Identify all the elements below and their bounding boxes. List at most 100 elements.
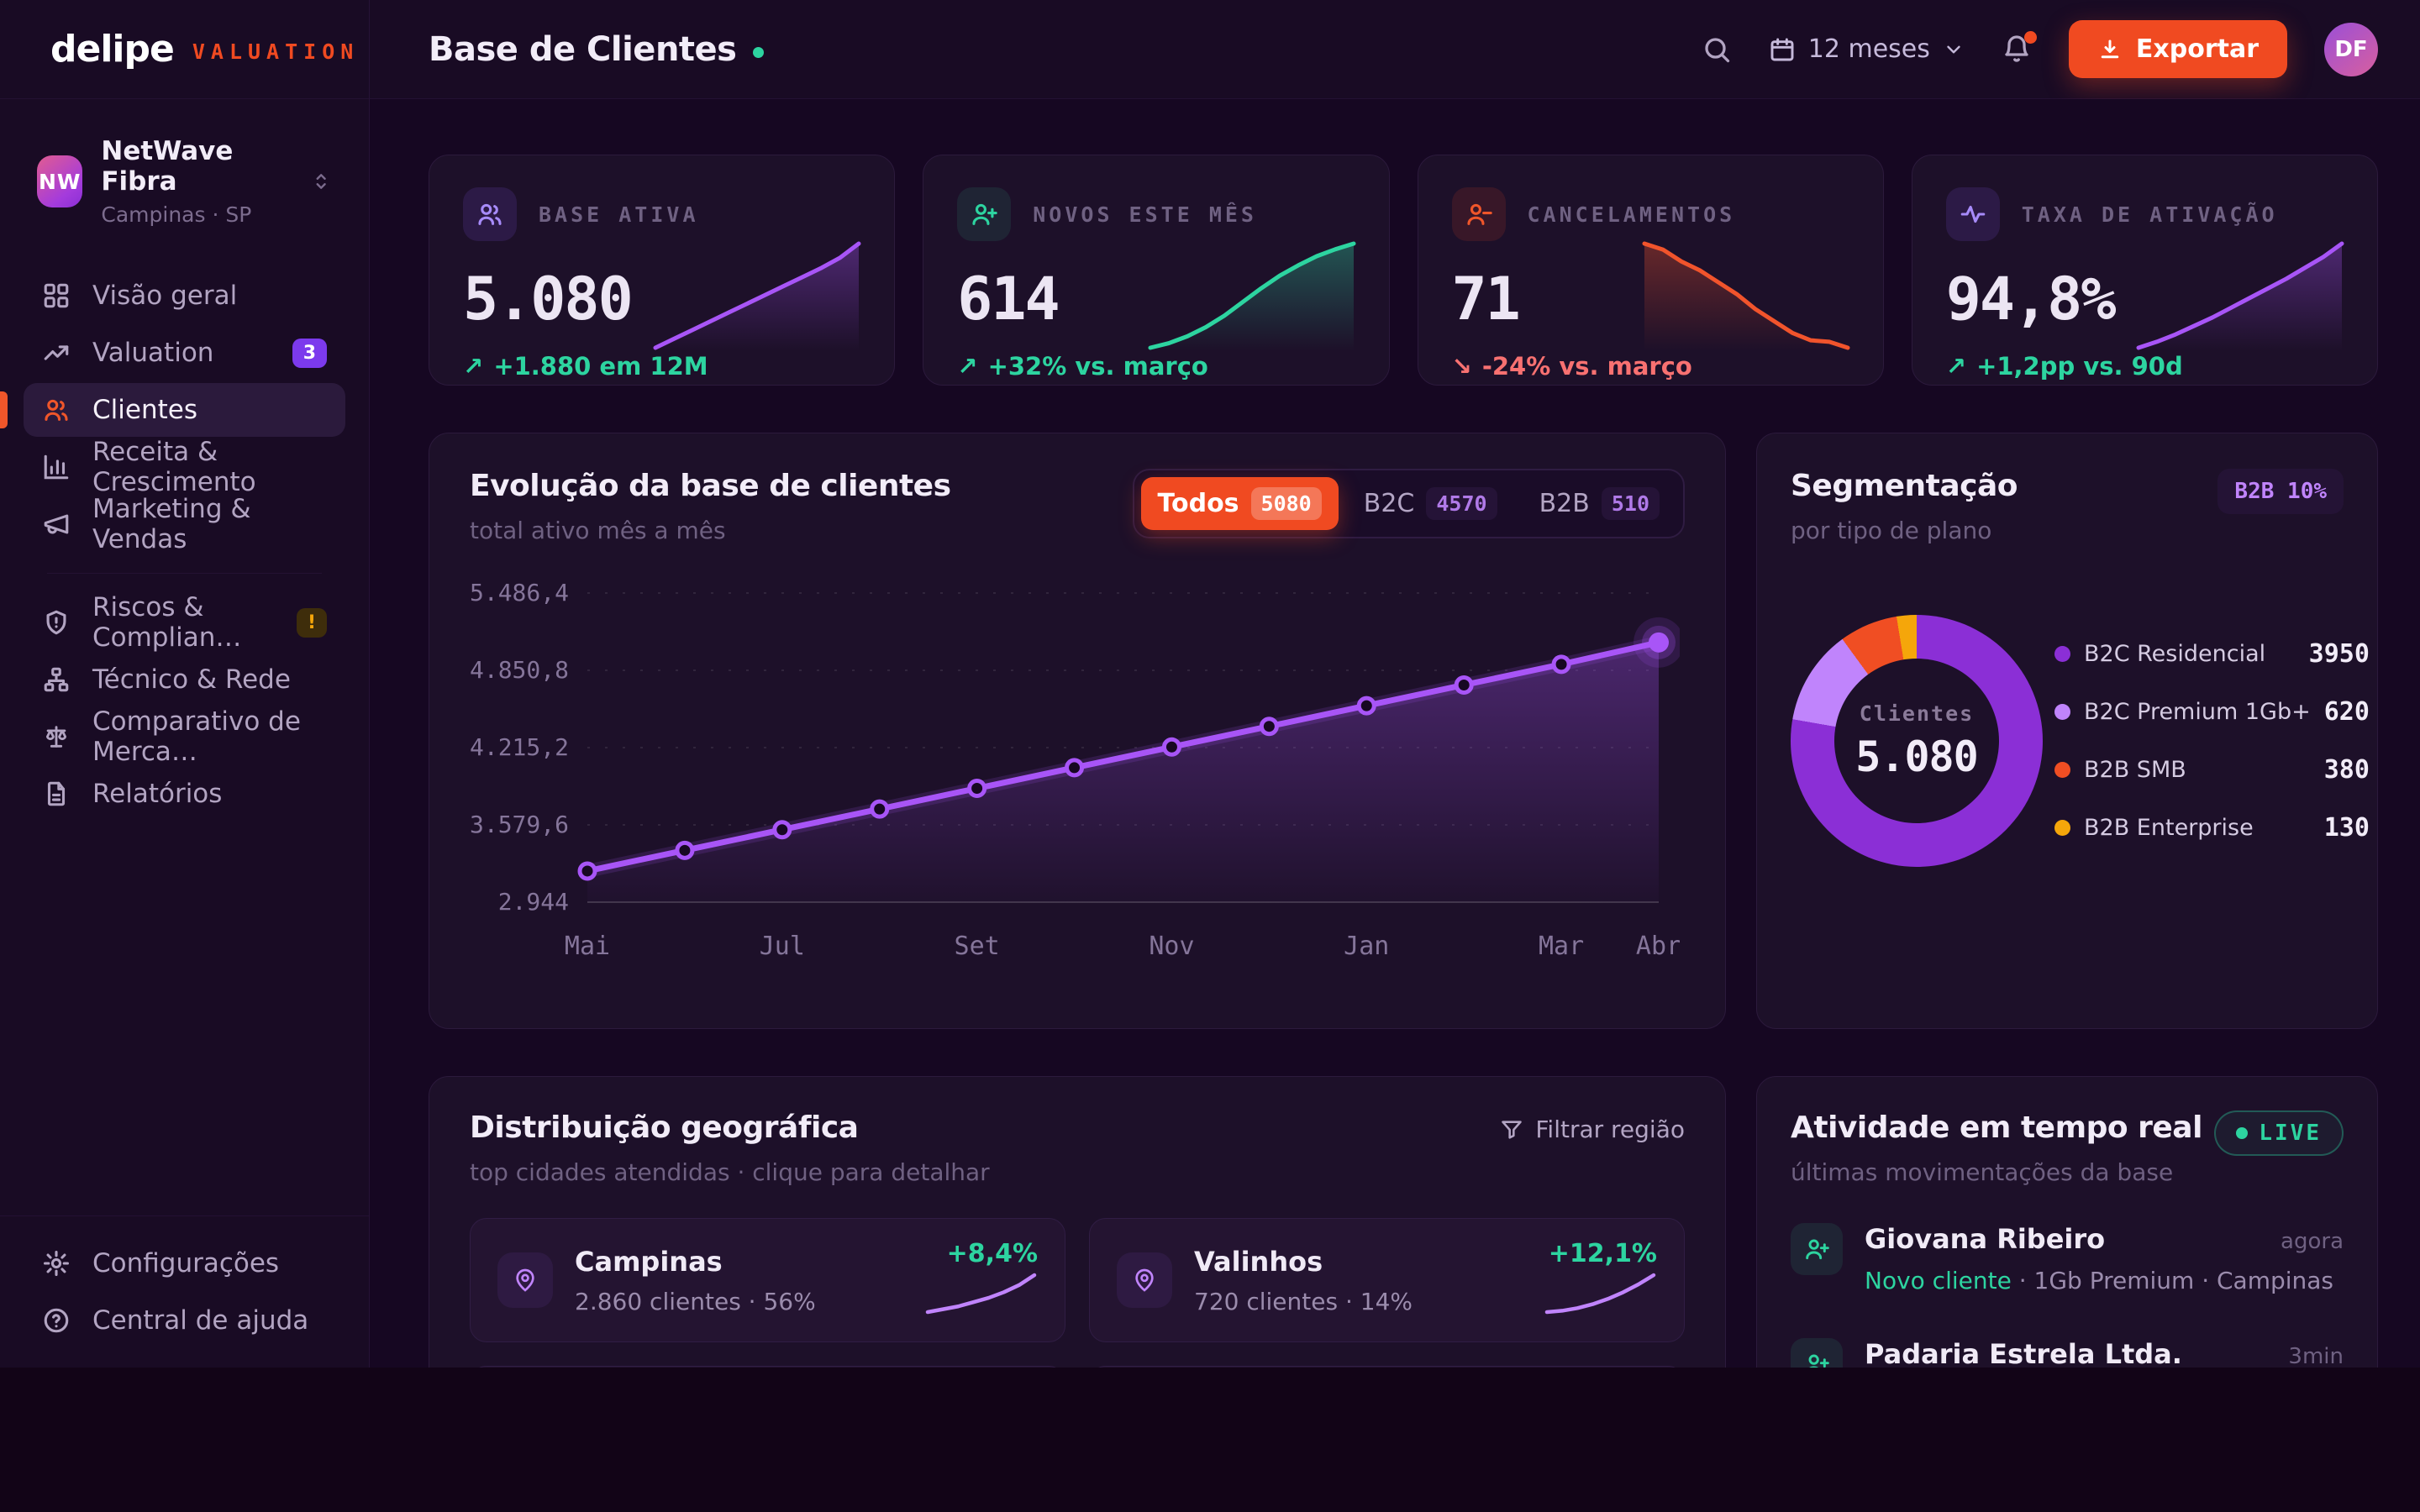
realtime-activity-panel: Atividade em tempo real últimas moviment… <box>1756 1076 2378 1368</box>
segmentation-title: Segmentação <box>1791 469 2018 503</box>
city-card-paulinia[interactable]: Paulínia +6,2% <box>1089 1366 1685 1368</box>
app-window: delipe VALUATION NW NetWave Fibra Campin… <box>0 0 2420 1368</box>
period-value: 12 meses <box>1807 34 1930 64</box>
kpi-label: NOVOS ESTE MÊS <box>1033 202 1257 227</box>
legend-dot <box>2054 762 2070 778</box>
company-name: NetWave Fibra <box>101 136 234 197</box>
toggle-count: 5080 <box>1250 487 1322 520</box>
sidebar-item-ajuda[interactable]: Central de ajuda <box>24 1294 345 1347</box>
top-bar: Base de Clientes 12 meses Exportar <box>370 0 2420 99</box>
bottom-row: Distribuição geográfica top cidades aten… <box>429 1076 2378 1368</box>
toggle-b2b[interactable]: B2B 510 <box>1523 477 1676 530</box>
kpi-value: 5.080 <box>463 265 634 333</box>
legend-dot <box>2054 646 2070 662</box>
donut-legend: B2C Residencial 3950 B2C Premium 1Gb+ 620 … <box>2054 639 2370 843</box>
sidebar-item-clientes[interactable]: Clientes <box>0 383 345 437</box>
city-sparkline <box>1544 1273 1656 1314</box>
kpi-delta: ↘ -24% vs. março <box>1451 352 1692 381</box>
sidebar-item-label: Relatórios <box>92 779 223 809</box>
notification-dot <box>2023 30 2037 44</box>
scales-icon <box>45 726 67 748</box>
sidebar-item-configuracoes[interactable]: Configurações <box>24 1236 345 1290</box>
city-card-valinhos[interactable]: Valinhos 720 clientes · 14% +12,1% <box>1089 1218 1685 1342</box>
brand-name: delipe <box>50 28 175 71</box>
grid-icon <box>44 283 69 308</box>
gear-icon <box>43 1250 70 1277</box>
filter-region-button[interactable]: Filtrar região <box>1500 1116 1685 1143</box>
kpi-value: 94,8% <box>1945 265 2117 333</box>
arrow-up-icon: ↗ <box>957 352 978 381</box>
kpi-card-base-ativa: BASE ATIVA 5.080 ↗ +1.880 em 12M <box>429 155 896 386</box>
users-icon <box>45 399 68 421</box>
city-sparkline <box>925 1273 1037 1314</box>
nav-divider <box>47 573 322 574</box>
svg-text:2.944: 2.944 <box>498 888 569 916</box>
kpi-delta: ↗ +1.880 em 12M <box>463 352 708 381</box>
status-dot <box>753 47 765 58</box>
sidebar-item-marketing[interactable]: Marketing & Vendas <box>24 494 345 554</box>
kpi-label: CANCELAMENTOS <box>1527 202 1736 227</box>
kpi-card-novos: NOVOS ESTE MÊS 614 ↗ +32% vs. março <box>923 155 1390 386</box>
period-selector[interactable]: 12 meses <box>1769 34 1965 64</box>
donut-center-value: 5.080 <box>1855 732 1979 781</box>
city-grid: Campinas 2.860 clientes · 56% +8,4% Valin… <box>470 1218 1685 1368</box>
export-button[interactable]: Exportar <box>2068 20 2287 78</box>
user-avatar[interactable]: DF <box>2324 22 2378 76</box>
file-text-icon <box>47 781 66 806</box>
svg-text:Nov: Nov <box>1149 932 1194 961</box>
kpi-sparkline <box>653 241 861 351</box>
chart-title: Evolução da base de clientes <box>470 469 951 503</box>
riscos-alert-badge: ! <box>296 607 327 638</box>
company-selector[interactable]: NW NetWave Fibra Campinas · SP <box>24 124 345 239</box>
legend-item: B2B SMB 380 <box>2054 755 2370 785</box>
svg-text:5.486,4: 5.486,4 <box>470 579 569 606</box>
kpi-value: 614 <box>957 265 1060 333</box>
sidebar-item-relatorios[interactable]: Relatórios <box>24 767 345 821</box>
sidebar-item-riscos[interactable]: Riscos & Complian… ! <box>24 592 345 653</box>
sidebar-item-tecnico[interactable]: Técnico & Rede <box>24 653 345 706</box>
sidebar-item-valuation[interactable]: Valuation 3 <box>24 326 345 380</box>
brand-logo: delipe VALUATION <box>0 0 369 99</box>
network-icon <box>44 667 69 692</box>
svg-text:4.850,8: 4.850,8 <box>470 656 569 684</box>
sidebar-footer: Configurações Central de ajuda <box>0 1215 369 1368</box>
city-delta: +12,1% <box>1548 1238 1657 1268</box>
valuation-count-badge: 3 <box>292 338 327 368</box>
sidebar-item-label: Central de ajuda <box>92 1305 309 1336</box>
user-minus-icon <box>1451 187 1506 241</box>
svg-text:Set: Set <box>955 932 1000 961</box>
sidebar-nav: Visão geral Valuation 3 Clientes Receita… <box>0 247 369 824</box>
donut-center-label: Clientes <box>1859 701 1975 726</box>
search-button[interactable] <box>1702 34 1732 65</box>
sidebar-item-receita[interactable]: Receita & Crescimento <box>24 437 345 497</box>
segmentation-subtitle: por tipo de plano <box>1791 517 1992 544</box>
activity-time: 3min <box>2288 1344 2344 1368</box>
toggle-todos[interactable]: Todos 5080 <box>1140 477 1339 530</box>
live-label: LIVE <box>2259 1121 2322 1146</box>
sidebar-item-comparativo[interactable]: Comparativo de Merca… <box>24 706 345 767</box>
activity-time: agora <box>2281 1229 2344 1254</box>
activity-item[interactable]: Padaria Estrela Ltda.3min Novo cliente ·… <box>1791 1338 2344 1368</box>
company-avatar: NW <box>37 155 83 207</box>
geo-distribution-panel: Distribuição geográfica top cidades aten… <box>429 1076 1726 1368</box>
sidebar-item-label: Riscos & Complian… <box>92 592 242 653</box>
city-card-campinas[interactable]: Campinas 2.860 clientes · 56% +8,4% <box>470 1218 1065 1342</box>
b2b-share-badge: B2B 10% <box>2217 469 2344 514</box>
kpi-label: TAXA DE ATIVAÇÃO <box>2021 202 2278 227</box>
kpi-row: BASE ATIVA 5.080 ↗ +1.880 em 12M NOVOS ES… <box>429 155 2378 386</box>
sidebar-item-visao-geral[interactable]: Visão geral <box>24 269 345 323</box>
activity-pulse-icon <box>1945 187 2000 241</box>
main-area: Base de Clientes 12 meses Exportar <box>370 0 2420 1368</box>
kpi-delta: ↗ +1,2pp vs. 90d <box>1945 352 2183 381</box>
toggle-b2c[interactable]: B2C 4570 <box>1347 477 1514 530</box>
notifications-button[interactable] <box>2002 30 2037 65</box>
activity-tag: Novo cliente <box>1865 1267 2012 1294</box>
city-card-sumare[interactable]: Sumaré +9,7% <box>470 1366 1065 1368</box>
svg-text:Jan: Jan <box>1344 932 1389 961</box>
sidebar-item-label: Visão geral <box>92 281 238 311</box>
chart-subtitle: total ativo mês a mês <box>470 517 726 544</box>
sidebar-item-label: Técnico & Rede <box>92 664 291 695</box>
arrow-down-icon: ↘ <box>1451 352 1472 381</box>
legend-item: B2C Premium 1Gb+ 620 <box>2054 697 2370 727</box>
activity-item[interactable]: Giovana Ribeiro agora Novo cliente · 1Gb … <box>1791 1223 2344 1294</box>
